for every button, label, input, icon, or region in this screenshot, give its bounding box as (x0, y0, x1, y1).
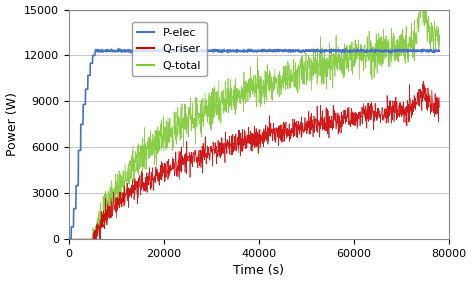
Legend: P-elec, Q-riser, Q-total: P-elec, Q-riser, Q-total (132, 22, 207, 76)
X-axis label: Time (s): Time (s) (234, 264, 285, 277)
Y-axis label: Power (W): Power (W) (6, 93, 18, 156)
